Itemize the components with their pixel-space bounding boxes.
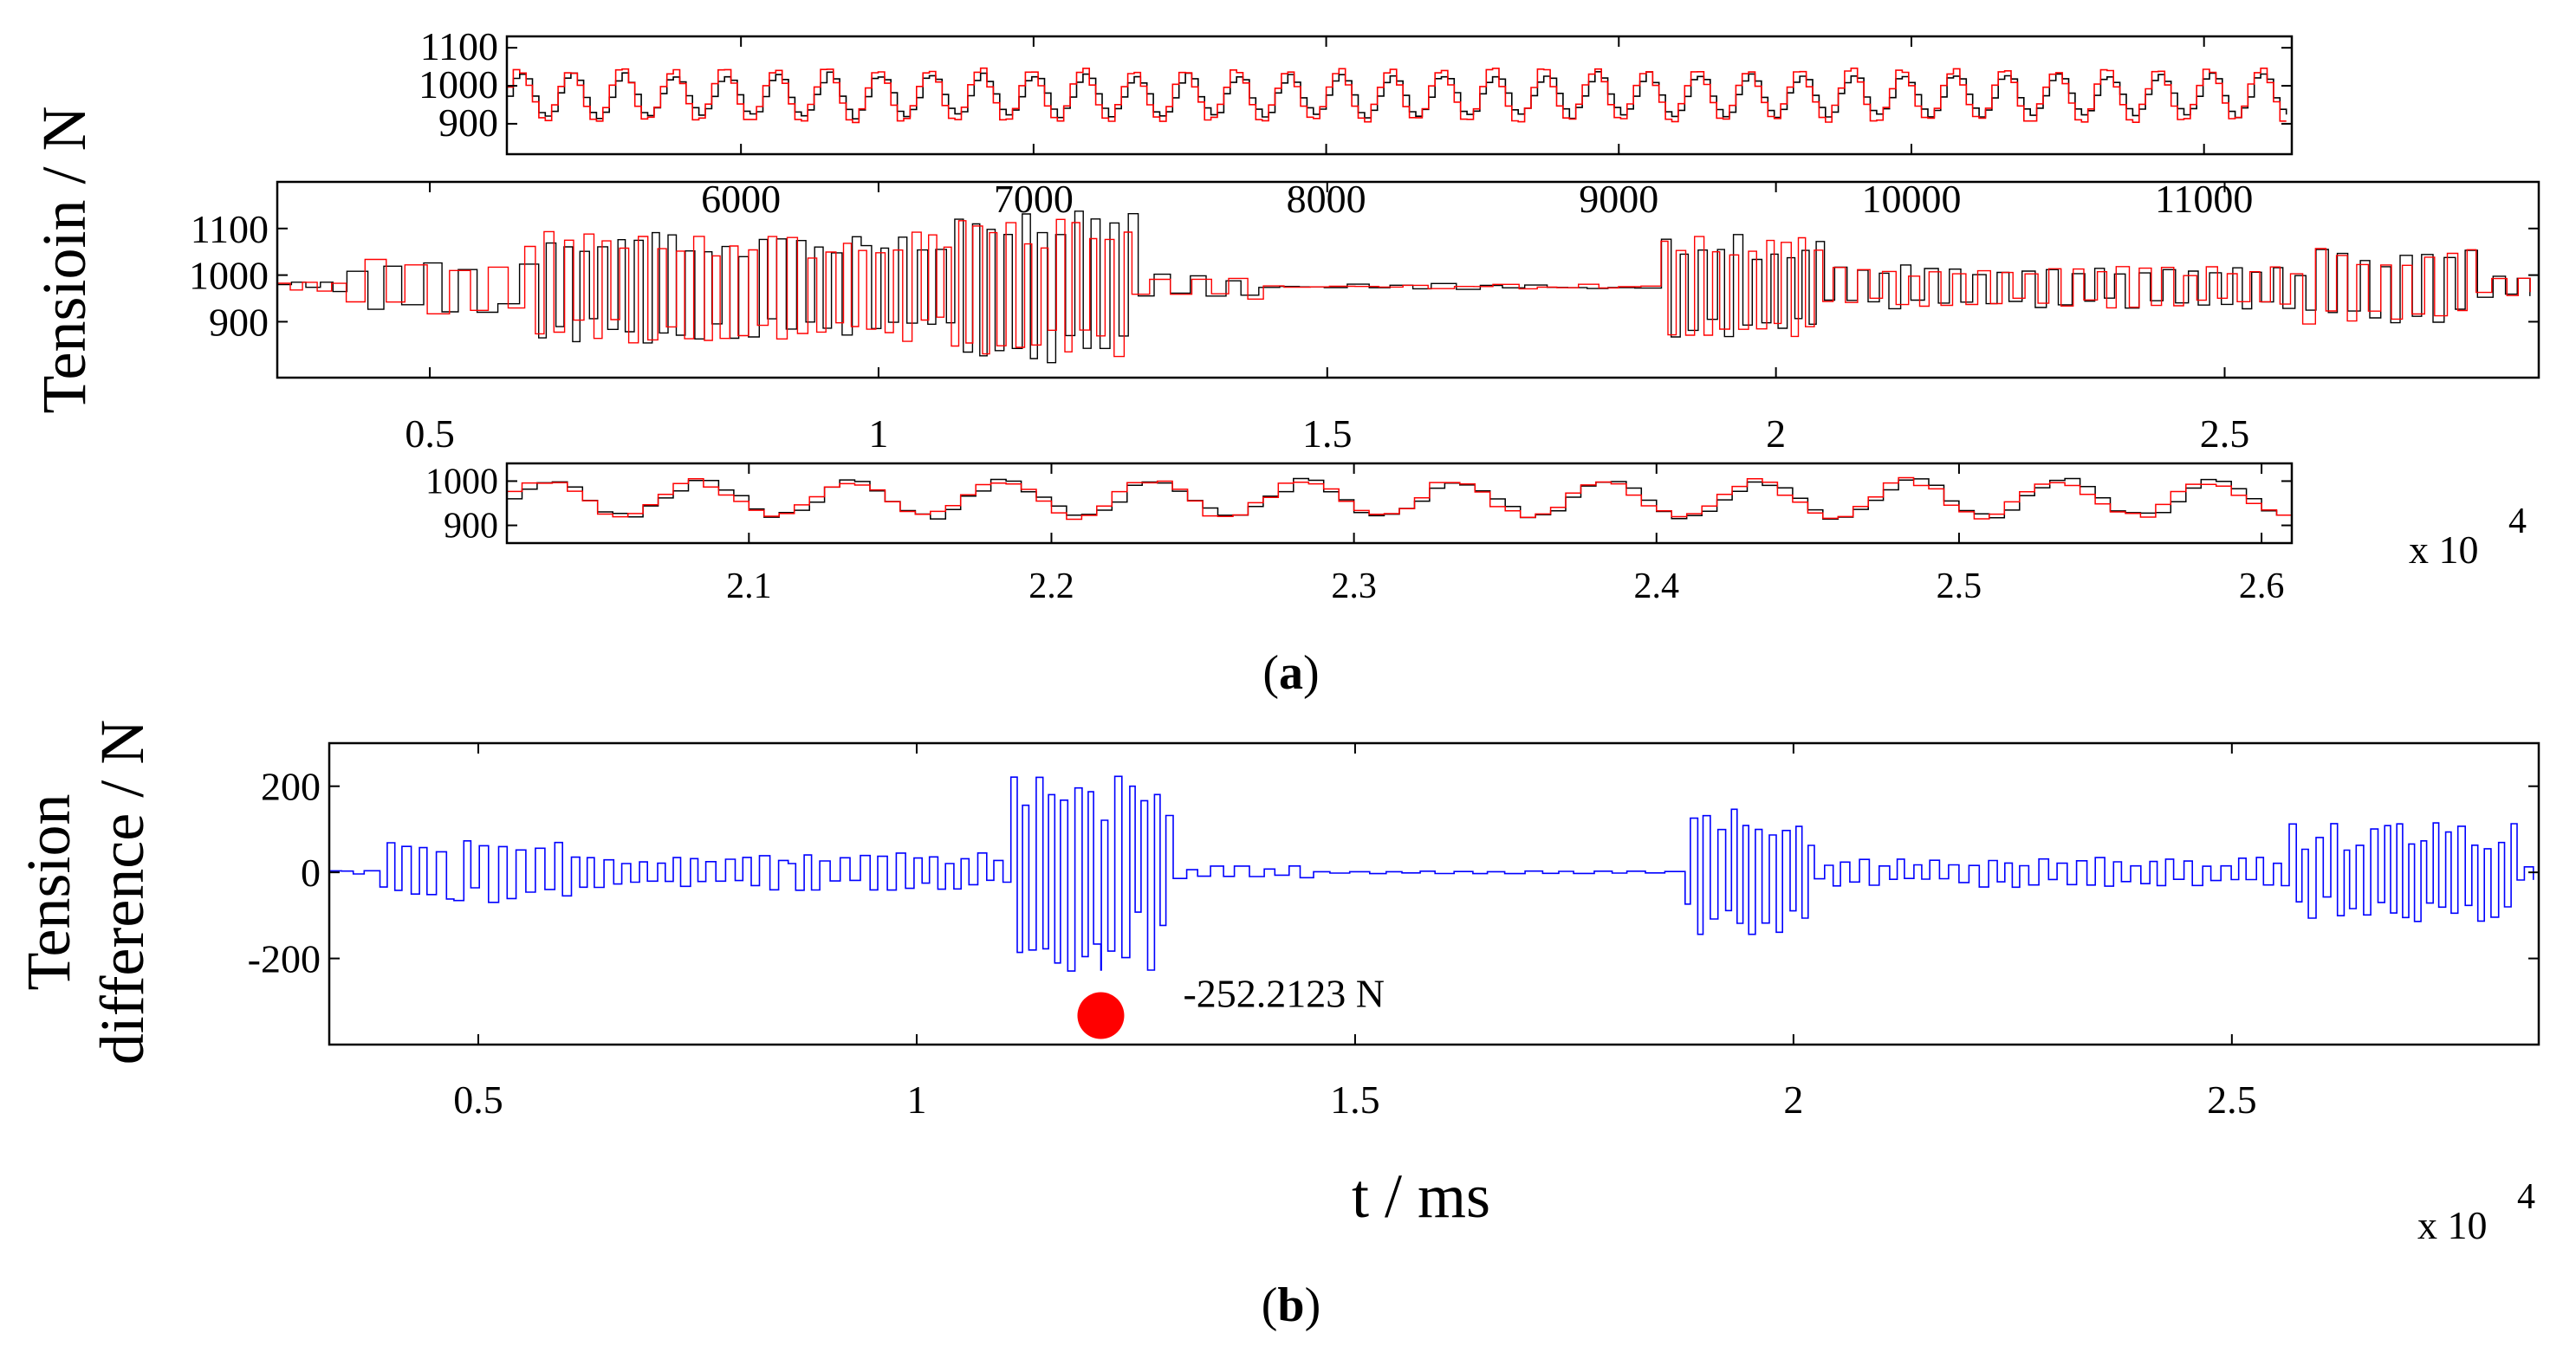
y-tick-label: 1100 <box>191 207 269 251</box>
minimum-marker <box>1077 992 1125 1039</box>
difference-x-multiplier-exponent: 4 <box>2517 1177 2535 1217</box>
tension-x-ticks: 0.5 1 1.5 2 2.5 <box>405 182 2249 456</box>
difference-plot-frame <box>328 741 2540 1046</box>
difference-x-axis-title: t / ms <box>1352 1162 1490 1231</box>
x-tick-label: 1 <box>906 1077 926 1122</box>
difference-y-ticks: -200 0 200 <box>248 765 2539 981</box>
tension-series-black <box>277 210 2531 364</box>
x-tick-label: 1 <box>868 411 888 456</box>
x-tick-label: 6000 <box>701 177 781 221</box>
x-tick-label: 8000 <box>1287 177 1366 221</box>
difference-series-group <box>329 775 2534 972</box>
tension-plot-frame <box>276 180 2540 379</box>
panel-label-a: (a) <box>1262 646 1319 700</box>
bottom-inset-background <box>507 463 2292 543</box>
x-tick-label: 7000 <box>994 177 1074 221</box>
x-tick-label: 2 <box>1766 411 1786 456</box>
difference-series-line <box>329 775 2534 972</box>
y-tick-label: 200 <box>261 765 321 809</box>
x-tick-label: 2.5 <box>2207 1077 2257 1122</box>
minimum-marker-label: -252.2123 N <box>1183 972 1385 1016</box>
panel-label-b: (b) <box>1262 1278 1320 1332</box>
y-tick-label: 900 <box>209 300 269 344</box>
x-tick-label: 2.3 <box>1331 566 1377 606</box>
y-tick-label: 1000 <box>419 62 498 107</box>
y-tick-label: 900 <box>444 507 498 547</box>
difference-y-axis-title-line1: Tension <box>14 794 83 991</box>
y-tick-label: 1000 <box>425 462 498 502</box>
bottom-inset-series-group <box>507 476 2293 521</box>
difference-plot: 0.5 1 1.5 2 2.5 -200 0 200 -252.2123 N <box>248 741 2540 1122</box>
top-inset-frame <box>505 35 2294 156</box>
tension-x-multiplier: x 10 <box>2409 527 2479 572</box>
difference-x-ticks: 0.5 1 1.5 2 2.5 <box>453 743 2257 1122</box>
y-tick-label: 1100 <box>420 24 498 68</box>
y-tick-label: 1000 <box>189 254 269 298</box>
y-tick-label: -200 <box>248 937 321 981</box>
bottom-inset-frame <box>505 462 2294 545</box>
x-tick-label: 0.5 <box>453 1077 503 1122</box>
y-tick-label: 0 <box>301 851 321 895</box>
bottom-inset-y-ticks: 900 1000 <box>425 462 2292 547</box>
x-tick-label: 2.2 <box>1028 566 1074 606</box>
tension-series-red <box>277 218 2531 358</box>
tension-x-multiplier-exponent: 4 <box>2508 502 2527 541</box>
x-tick-label: 2.1 <box>726 566 772 606</box>
difference-x-multiplier: x 10 <box>2417 1203 2488 1247</box>
x-tick-label: 11000 <box>2155 177 2253 221</box>
x-tick-label: 2.4 <box>1634 566 1680 606</box>
y-tick-label: 900 <box>438 100 498 145</box>
x-tick-label: 9000 <box>1579 177 1658 221</box>
bottom-inset-x-ticks: 2.1 2.2 2.3 2.4 2.5 2.6 <box>726 463 2284 606</box>
x-tick-label: 0.5 <box>405 411 455 456</box>
difference-y-axis-title-line2: difference / N <box>88 720 157 1065</box>
tension-series-group <box>277 210 2531 364</box>
bottom-inset-plot: 2.1 2.2 2.3 2.4 2.5 2.6 900 1000 <box>425 462 2294 606</box>
x-tick-label: 2.5 <box>2200 411 2250 456</box>
x-tick-label: 1.5 <box>1302 411 1353 456</box>
x-tick-label: 2.6 <box>2239 566 2285 606</box>
top-inset-series-group <box>507 67 2287 124</box>
x-tick-label: 2.5 <box>1937 566 1982 606</box>
x-tick-label: 2 <box>1783 1077 1803 1122</box>
top-inset-x-ticks: 6000 7000 8000 9000 10000 11000 <box>701 36 2253 221</box>
x-tick-label: 1.5 <box>1330 1077 1380 1122</box>
x-tick-label: 10000 <box>1861 177 1961 221</box>
bottom-inset-series-red <box>507 476 2293 521</box>
top-inset-series-red <box>507 67 2287 124</box>
tension-y-axis-title: Tensioin / N <box>29 107 99 414</box>
top-inset-background <box>507 36 2292 154</box>
